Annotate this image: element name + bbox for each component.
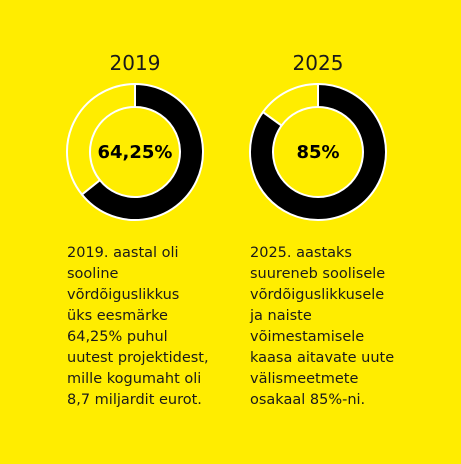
donut-slice-value <box>80 83 204 221</box>
description-line: suureneb soolisele <box>250 266 386 282</box>
chart-description: 2019. aastal oli sooline võrdõiguslikkus… <box>67 243 267 411</box>
chart-description: 2025. aastaks suureneb soolisele võrdõig… <box>250 243 450 411</box>
description-line: välismeetmete <box>250 371 359 387</box>
description-line: 8,7 miljardit eurot. <box>67 392 202 408</box>
chart-panel-2019: 2019 64,25% 2019. aastal oli sooline võr… <box>60 0 260 464</box>
donut-center-label: 64,25% <box>97 141 173 163</box>
description-line: võrdõiguslikkus <box>67 287 180 303</box>
donut-slice-value <box>249 83 387 221</box>
description-line: ja naiste <box>250 308 312 324</box>
description-line: 2025. aastaks <box>250 245 352 261</box>
description-line: võrdõiguslikkusele <box>250 287 385 303</box>
donut-chart <box>249 83 387 221</box>
chart-panel-2025: 2025 85% 2025. aastaks suureneb soolisel… <box>243 0 443 464</box>
description-line: mille kogumaht oli <box>67 371 202 387</box>
description-line: 64,25% puhul <box>67 329 168 345</box>
description-line: 2019. aastal oli <box>67 245 179 261</box>
donut-slice-remainder <box>261 83 319 127</box>
donut-chart <box>66 83 204 221</box>
donut-center-label: 85% <box>296 141 340 163</box>
description-line: võimestamisele <box>250 329 365 345</box>
description-line: uutest projektidest, <box>67 350 209 366</box>
description-line: üks eesmärke <box>67 308 168 324</box>
chart-title: 2019 <box>109 51 161 75</box>
chart-title: 2025 <box>292 51 344 75</box>
description-line: kaasa aitavate uute <box>250 350 395 366</box>
description-line: sooline <box>67 266 119 282</box>
description-line: osakaal 85%-ni. <box>250 392 366 408</box>
donut-slice-remainder <box>66 83 136 196</box>
